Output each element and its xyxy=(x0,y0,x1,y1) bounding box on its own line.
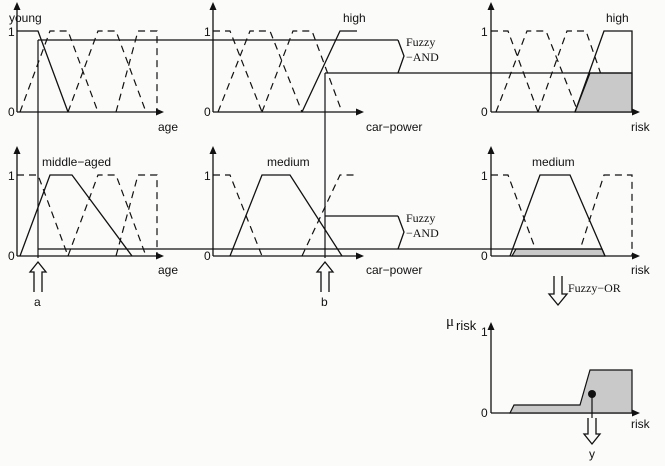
mf-dashed-3 xyxy=(115,30,158,113)
mf-dashed-2 xyxy=(495,30,579,113)
axis-label-risk: risk xyxy=(631,120,651,134)
tick-zero: 0 xyxy=(481,249,488,263)
label-high-risk: high xyxy=(606,11,629,25)
label-medium: medium xyxy=(267,155,310,169)
y-axis-arrow xyxy=(487,146,495,154)
panel-carpower-bottom: 1 0 medium car−power xyxy=(204,146,422,277)
mf-medium xyxy=(229,174,343,257)
tick-zero: 0 xyxy=(481,406,488,420)
panel-risk-output: 1 0 μ risk y risk xyxy=(446,314,651,461)
label-middle-aged: middle−aged xyxy=(42,155,111,169)
tick-one: 1 xyxy=(8,25,15,39)
tick-one: 1 xyxy=(204,169,211,183)
tick-one: 1 xyxy=(204,25,211,39)
x-axis-arrow xyxy=(156,108,164,116)
mf-dashed-1 xyxy=(213,174,263,257)
input-a-arrow xyxy=(28,260,48,292)
axis-label-age: age xyxy=(158,263,178,277)
panel-age-bottom: 1 0 middle−aged age xyxy=(8,146,178,277)
input-b-arrow xyxy=(315,260,335,292)
axis-label-risk: risk xyxy=(631,417,651,431)
label-high: high xyxy=(343,11,366,25)
fuzzy-or-label: Fuzzy−OR xyxy=(568,281,621,295)
mf-dashed-high xyxy=(301,174,357,257)
tick-one: 1 xyxy=(481,25,488,39)
fuzzy-and-label-2a: Fuzzy xyxy=(406,211,435,225)
mf-middle-aged xyxy=(19,174,133,257)
mf-dashed-3 xyxy=(261,30,343,113)
mf-high-risk xyxy=(574,30,633,113)
aggregated-output-area xyxy=(509,369,633,414)
y-axis-arrow xyxy=(209,146,217,154)
input-a: a xyxy=(28,40,48,309)
input-a-label: a xyxy=(34,295,41,309)
label-young: young xyxy=(9,11,42,25)
axis-label-car-power: car−power xyxy=(366,263,422,277)
output-y-arrow xyxy=(582,418,602,446)
panel-risk-top: 1 0 high risk xyxy=(481,2,651,134)
y-axis-arrow xyxy=(487,2,495,10)
input-b-label: b xyxy=(321,295,328,309)
x-axis-arrow xyxy=(356,252,364,260)
output-y-label: y xyxy=(589,447,595,461)
mf-dashed-high xyxy=(577,174,633,257)
y-axis-arrow xyxy=(487,322,495,330)
mf-dashed-young xyxy=(17,174,69,257)
y-axis-arrow xyxy=(209,2,217,10)
tick-one: 1 xyxy=(481,169,488,183)
mf-dashed-1 xyxy=(491,30,539,113)
panel-age-top: 1 0 young age xyxy=(8,2,178,134)
x-axis-arrow xyxy=(156,252,164,260)
mf-dashed-3 xyxy=(115,174,158,257)
mu-subscript: risk xyxy=(456,318,477,333)
fuzzy-and-label-1b: −AND xyxy=(406,50,439,64)
x-axis-arrow xyxy=(632,252,640,260)
fuzzy-and-bracket-1 xyxy=(397,39,405,74)
axis-label-risk: risk xyxy=(631,263,651,277)
panel-carpower-top: 1 0 high car−power xyxy=(204,2,422,134)
rule-1-connections: Fuzzy −AND xyxy=(38,35,632,74)
mf-dashed-1 xyxy=(213,30,263,113)
tick-zero: 0 xyxy=(8,249,15,263)
axis-label-age: age xyxy=(158,120,178,134)
mu-symbol: μ xyxy=(446,314,454,330)
mf-dashed-1 xyxy=(19,30,99,113)
input-b: b xyxy=(315,73,335,309)
mf-dashed-2 xyxy=(67,174,147,257)
y-axis-arrow xyxy=(13,146,21,154)
clipped-area-high xyxy=(574,72,633,113)
tick-zero: 0 xyxy=(204,249,211,263)
rule-2-connections: Fuzzy −AND xyxy=(38,211,602,250)
label-medium-risk: medium xyxy=(532,155,575,169)
fuzzy-and-label-1a: Fuzzy xyxy=(406,35,435,49)
x-axis-arrow xyxy=(632,108,640,116)
fuzzy-and-bracket-2 xyxy=(397,215,405,250)
panel-risk-bottom: 1 0 medium risk xyxy=(481,146,651,277)
y-axis-arrow xyxy=(13,2,21,10)
mf-high xyxy=(301,30,357,113)
mf-dashed-2 xyxy=(217,30,303,113)
fuzzy-or: Fuzzy−OR xyxy=(547,276,621,307)
clipped-area-medium xyxy=(510,248,606,257)
mf-medium-risk xyxy=(509,174,606,257)
mf-dashed-3 xyxy=(537,30,615,113)
fuzzy-and-label-2b: −AND xyxy=(406,226,439,240)
tick-one: 1 xyxy=(481,325,488,339)
mf-young xyxy=(17,30,69,113)
mf-dashed-1 xyxy=(491,174,539,257)
tick-zero: 0 xyxy=(8,105,15,119)
tick-one: 1 xyxy=(8,169,15,183)
x-axis-arrow xyxy=(356,108,364,116)
fuzzy-or-arrow xyxy=(547,276,569,307)
x-axis-arrow xyxy=(632,409,640,417)
axis-label-car-power: car−power xyxy=(366,120,422,134)
tick-zero: 0 xyxy=(204,105,211,119)
tick-zero: 0 xyxy=(481,105,488,119)
mf-dashed-2 xyxy=(67,30,147,113)
